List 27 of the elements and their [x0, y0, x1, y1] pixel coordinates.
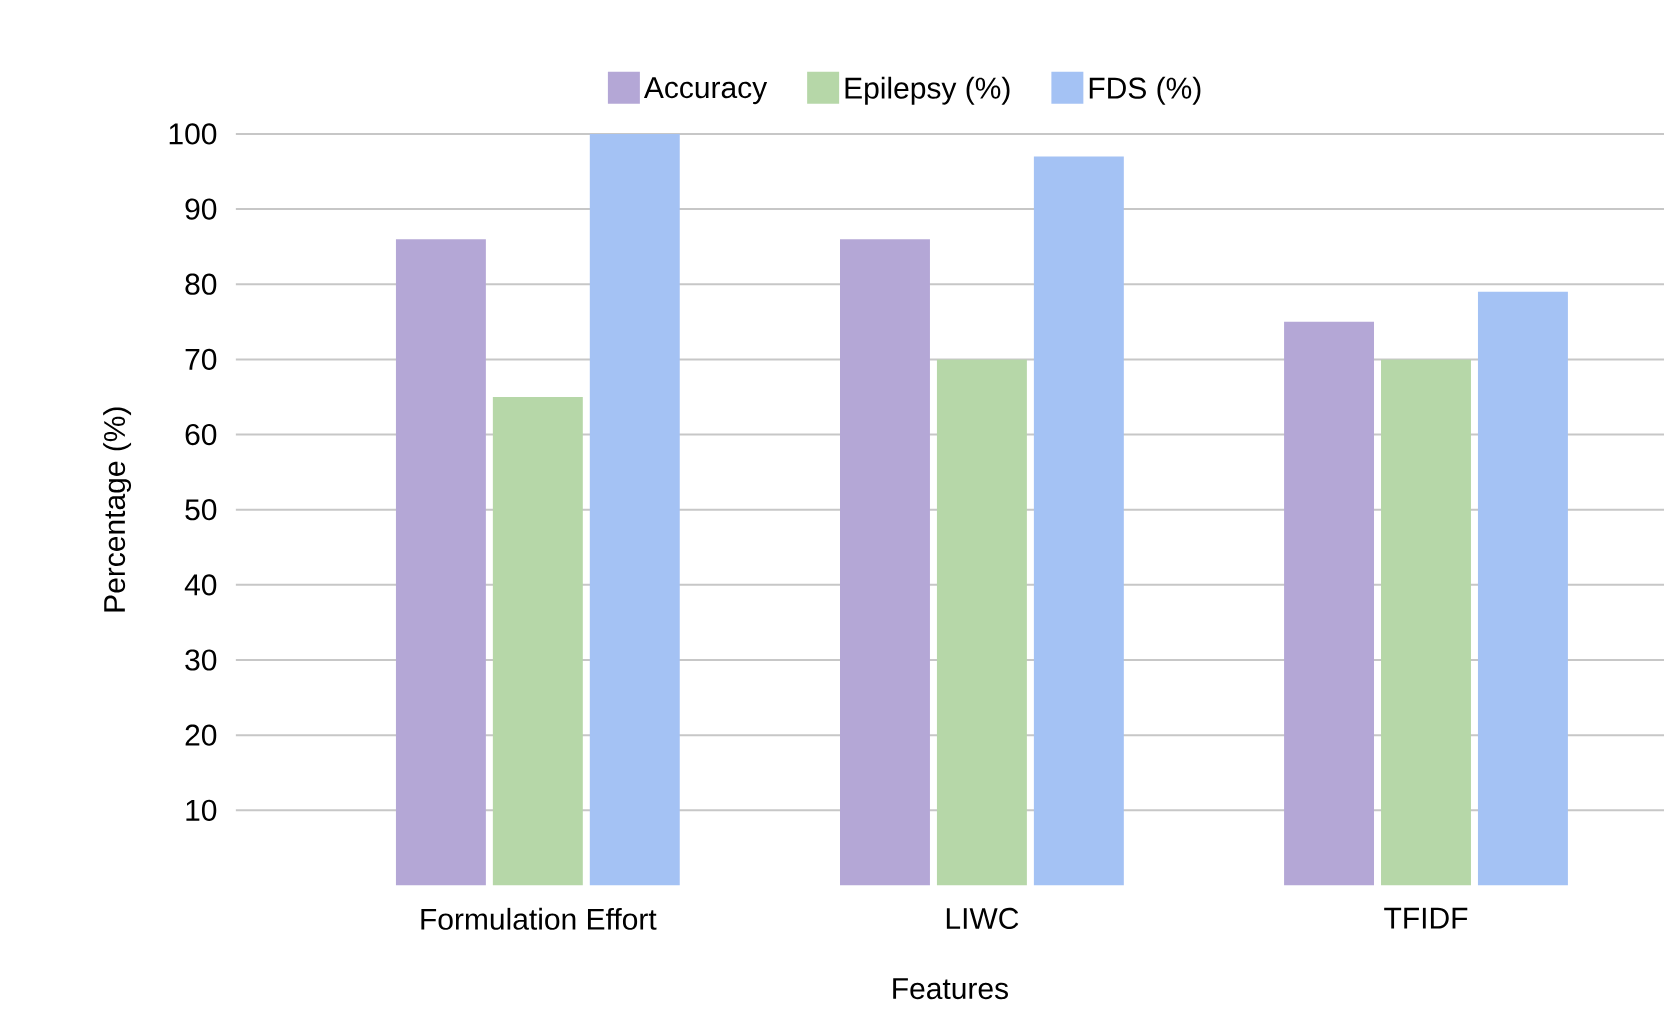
y-tick-label: 20 — [185, 724, 217, 746]
y-tick-label: 10 — [186, 799, 217, 821]
y-tick-label: 50 — [185, 498, 217, 521]
bar — [936, 359, 1027, 886]
bar — [395, 238, 486, 886]
bar — [1381, 359, 1471, 886]
bar — [1284, 321, 1375, 886]
bar — [589, 133, 680, 886]
x-tick-label: TFIDF — [1384, 907, 1468, 929]
bar — [840, 238, 930, 886]
y-tick-label: 40 — [184, 574, 217, 596]
y-tick-label: 70 — [185, 348, 217, 370]
x-axis-title: Features — [893, 978, 1008, 999]
y-axis-title: Percentage (%) — [103, 407, 132, 612]
y-tick-label: 30 — [185, 649, 217, 671]
bar — [1477, 291, 1568, 886]
x-tick-label: Formulation Effort — [421, 907, 657, 930]
bar — [1033, 156, 1124, 886]
legend-label: Accuracy — [643, 77, 768, 104]
y-tick-label: 100 — [169, 123, 217, 145]
legend-label: Epilepsy (%) — [845, 76, 1010, 105]
y-tick-label: 90 — [185, 198, 217, 220]
x-tick-label: LIWC — [946, 907, 1019, 929]
bar — [492, 396, 583, 886]
legend-label: FDS (%) — [1089, 76, 1201, 105]
y-tick-label: 80 — [185, 273, 217, 295]
y-tick-label: 60 — [185, 423, 217, 445]
